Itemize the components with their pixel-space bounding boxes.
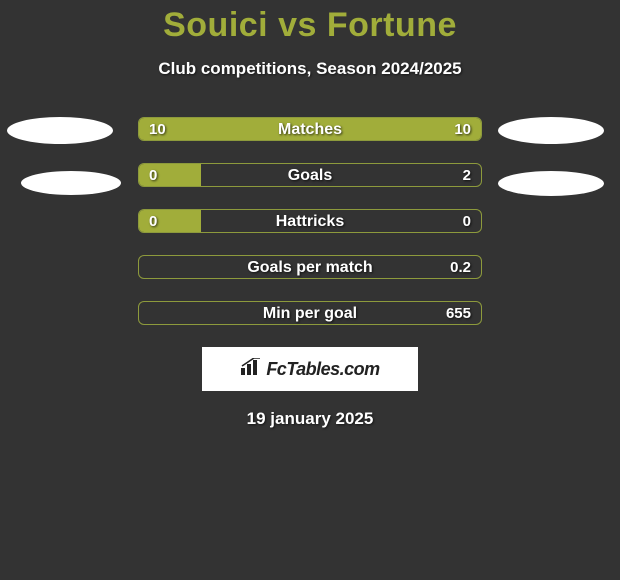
decorative-ellipse — [7, 117, 113, 144]
stat-row: 0Goals2 — [138, 163, 482, 187]
stat-row: 10Matches10 — [138, 117, 482, 141]
comparison-chart: 10Matches100Goals20Hattricks0Goals per m… — [0, 117, 620, 325]
stat-label: Goals per match — [139, 256, 481, 280]
stat-row: Goals per match0.2 — [138, 255, 482, 279]
footer-date: 19 january 2025 — [0, 409, 620, 429]
stat-label: Hattricks — [139, 210, 481, 234]
stat-value-right: 2 — [463, 164, 471, 188]
bar-chart-icon — [240, 358, 262, 381]
stat-value-right: 0 — [463, 210, 471, 234]
decorative-ellipse — [498, 117, 604, 144]
decorative-ellipse — [498, 171, 604, 196]
stat-label: Min per goal — [139, 302, 481, 326]
logo-badge: FcTables.com — [202, 347, 418, 391]
stat-value-right: 0.2 — [450, 256, 471, 280]
page-subtitle: Club competitions, Season 2024/2025 — [0, 59, 620, 79]
decorative-ellipse — [21, 171, 121, 195]
stat-row: 0Hattricks0 — [138, 209, 482, 233]
stat-value-right: 10 — [454, 118, 471, 142]
stat-label: Goals — [139, 164, 481, 188]
stat-label: Matches — [139, 118, 481, 142]
logo-text: FcTables.com — [266, 359, 379, 380]
stat-row: Min per goal655 — [138, 301, 482, 325]
stat-value-right: 655 — [446, 302, 471, 326]
page-title: Souici vs Fortune — [0, 0, 620, 45]
